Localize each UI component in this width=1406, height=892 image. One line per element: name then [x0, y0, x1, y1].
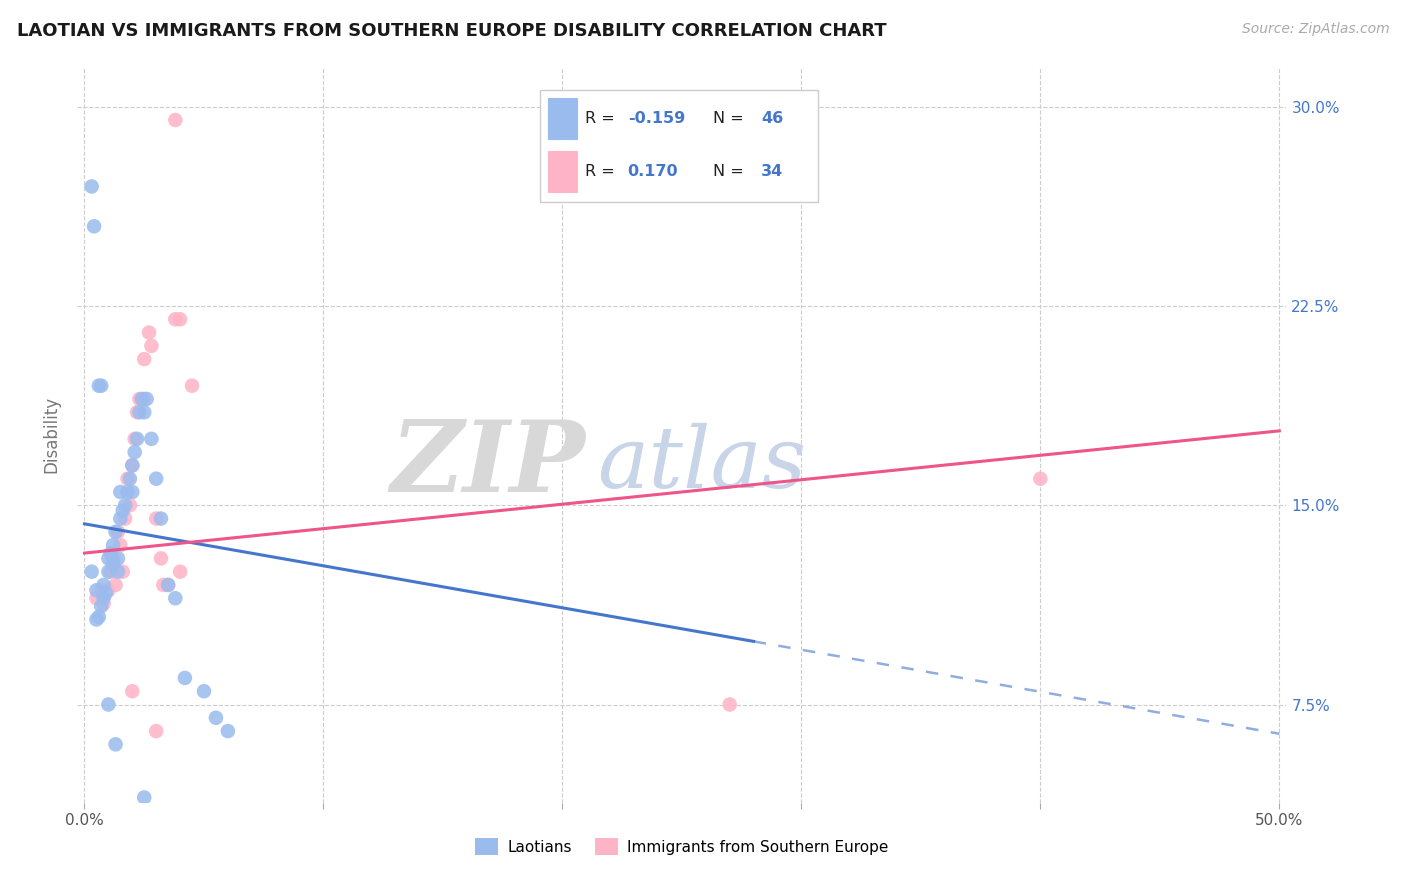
Point [114, 498, 136, 512]
Point [134, 392, 156, 406]
Y-axis label: Disability: Disability [42, 396, 60, 474]
Point [1029, 472, 1052, 486]
Point [110, 485, 132, 500]
Point [134, 790, 156, 805]
Point [173, 671, 195, 685]
Point [124, 432, 146, 446]
Text: atlas: atlas [598, 423, 807, 506]
Point [118, 472, 141, 486]
Point [217, 724, 239, 739]
Point [135, 392, 157, 406]
Point [90, 599, 112, 614]
Point [80, 179, 103, 194]
Point [138, 326, 160, 340]
Point [93, 591, 115, 606]
Point [131, 392, 153, 406]
Point [100, 565, 122, 579]
Point [97, 565, 120, 579]
Point [97, 551, 120, 566]
Point [90, 378, 112, 392]
Point [149, 551, 172, 566]
Point [718, 698, 741, 712]
Point [128, 405, 150, 419]
Point [110, 511, 132, 525]
Point [118, 498, 141, 512]
Point [107, 524, 129, 539]
Point [86, 583, 108, 598]
Point [141, 432, 163, 446]
Point [145, 724, 167, 739]
Point [93, 578, 115, 592]
Text: Source: ZipAtlas.com: Source: ZipAtlas.com [1241, 22, 1389, 37]
Point [125, 405, 148, 419]
Point [114, 511, 136, 525]
Point [193, 684, 215, 698]
Point [157, 578, 180, 592]
Point [141, 339, 163, 353]
Point [134, 352, 156, 367]
Point [111, 565, 134, 579]
Point [87, 378, 110, 392]
Point [165, 312, 187, 326]
Point [181, 378, 204, 392]
Point [101, 538, 124, 552]
Point [165, 113, 187, 128]
Point [94, 586, 117, 600]
Point [97, 583, 120, 598]
Point [128, 392, 150, 406]
Point [157, 578, 180, 592]
Point [110, 538, 132, 552]
Text: ZIP: ZIP [391, 416, 585, 513]
Point [169, 312, 191, 326]
Legend: Laotians, Immigrants from Southern Europe: Laotians, Immigrants from Southern Europ… [470, 831, 894, 862]
Point [87, 610, 110, 624]
Point [97, 698, 120, 712]
Point [101, 551, 124, 566]
Point [104, 524, 127, 539]
Text: LAOTIAN VS IMMIGRANTS FROM SOUTHERN EUROPE DISABILITY CORRELATION CHART: LAOTIAN VS IMMIGRANTS FROM SOUTHERN EURO… [17, 22, 887, 40]
Point [117, 485, 139, 500]
Point [80, 565, 103, 579]
Point [117, 472, 139, 486]
Point [107, 551, 129, 566]
Point [104, 578, 127, 592]
Point [93, 597, 115, 611]
Point [111, 503, 134, 517]
Point [145, 511, 167, 525]
Point [90, 583, 112, 598]
Point [205, 711, 228, 725]
Point [124, 445, 146, 459]
Point [149, 511, 172, 525]
Point [121, 458, 143, 473]
Point [104, 737, 127, 751]
Point [83, 219, 105, 234]
Point [107, 565, 129, 579]
Point [169, 565, 191, 579]
Point [100, 546, 122, 560]
Point [121, 684, 143, 698]
Point [121, 485, 143, 500]
Point [134, 405, 156, 419]
Point [86, 591, 108, 606]
Point [86, 612, 108, 626]
Point [152, 578, 174, 592]
Point [125, 432, 148, 446]
Point [121, 458, 143, 473]
Point [165, 591, 187, 606]
Point [101, 557, 124, 571]
Point [145, 472, 167, 486]
